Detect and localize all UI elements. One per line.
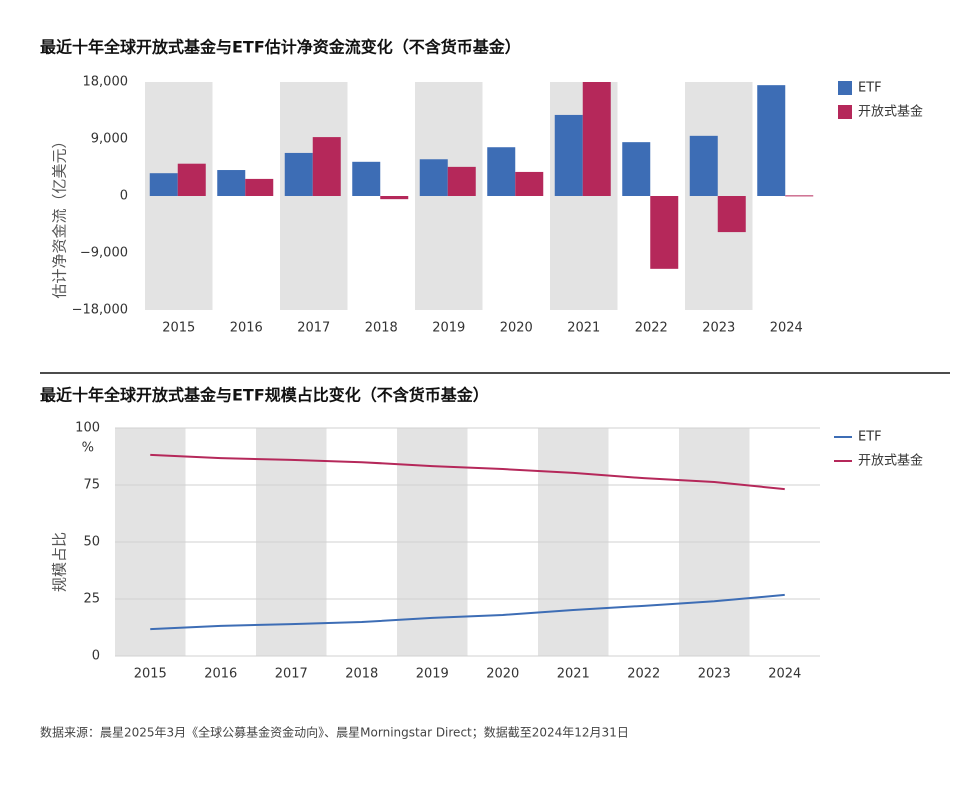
y-tick-label: 100: [75, 421, 100, 436]
bar: [650, 196, 679, 269]
x-tick-label: 2019: [432, 321, 465, 336]
bar: [245, 178, 274, 196]
legend-label: 开放式基金: [858, 104, 923, 120]
x-tick-label: 2024: [768, 667, 801, 682]
bar: [554, 114, 583, 196]
line: [150, 453, 785, 491]
x-tick-label: 2016: [204, 667, 237, 682]
bar: [689, 135, 718, 196]
y-tick-label: 50: [83, 535, 100, 550]
bar: [419, 159, 448, 196]
legend-swatch: [838, 81, 852, 95]
source: 数据来源：晨星2025年3月《全球公募基金资金动向》、晨星Morningstar…: [40, 725, 629, 740]
y-tick-label: 25: [83, 592, 100, 607]
x-tick-label: 2023: [698, 667, 731, 682]
y-axis-label: 估计净资金流（亿美元）: [51, 133, 69, 298]
x-tick-label: 2024: [770, 321, 803, 336]
line: [150, 593, 785, 631]
x-tick-label: 2018: [365, 321, 398, 336]
legend-label: 开放式基金: [858, 453, 923, 469]
legend-swatch: [838, 105, 852, 119]
x-tick-label: 2018: [345, 667, 378, 682]
y-tick-label: 0: [92, 649, 100, 664]
legend-label: ETF: [858, 430, 882, 445]
x-tick-label: 2023: [702, 321, 735, 336]
y-tick-label: 18,000: [83, 75, 129, 90]
y-tick-label: 0: [120, 189, 128, 204]
y-tick-label: 75: [83, 478, 100, 493]
x-tick-label: 2017: [275, 667, 308, 682]
bar: [217, 170, 246, 196]
y-tick-label: 9,000: [91, 132, 128, 147]
bar: [487, 147, 516, 196]
x-tick-label: 2021: [557, 667, 590, 682]
bar: [284, 152, 313, 196]
y-tick-label: −18,000: [72, 303, 128, 318]
x-tick-label: 2017: [297, 321, 330, 336]
bar: [622, 142, 651, 196]
x-tick-label: 2022: [627, 667, 660, 682]
bar: [757, 85, 786, 196]
bar: [312, 137, 341, 196]
y-axis-label: 规模占比: [51, 532, 69, 592]
x-tick-label: 2015: [162, 321, 195, 336]
x-tick-label: 2019: [416, 667, 449, 682]
chart-title: 最近十年全球开放式基金与ETF规模占比变化（不含货币基金）: [40, 386, 489, 405]
chart-title: 最近十年全球开放式基金与ETF估计净资金流变化（不含货币基金）: [40, 38, 521, 57]
x-tick-label: 2016: [230, 321, 263, 336]
y-unit: %: [82, 441, 94, 456]
bar: [515, 171, 544, 196]
bar: [785, 195, 814, 197]
bar: [149, 173, 178, 196]
bar: [717, 196, 746, 233]
bar: [177, 163, 206, 196]
bar: [380, 196, 409, 200]
bar: [447, 166, 476, 196]
x-tick-label: 2021: [567, 321, 600, 336]
x-tick-label: 2015: [134, 667, 167, 682]
x-tick-label: 2022: [635, 321, 668, 336]
bar: [352, 161, 381, 196]
x-tick-label: 2020: [500, 321, 533, 336]
bar: [582, 82, 611, 196]
legend-label: ETF: [858, 81, 882, 96]
y-tick-label: −9,000: [80, 246, 128, 261]
x-tick-label: 2020: [486, 667, 519, 682]
